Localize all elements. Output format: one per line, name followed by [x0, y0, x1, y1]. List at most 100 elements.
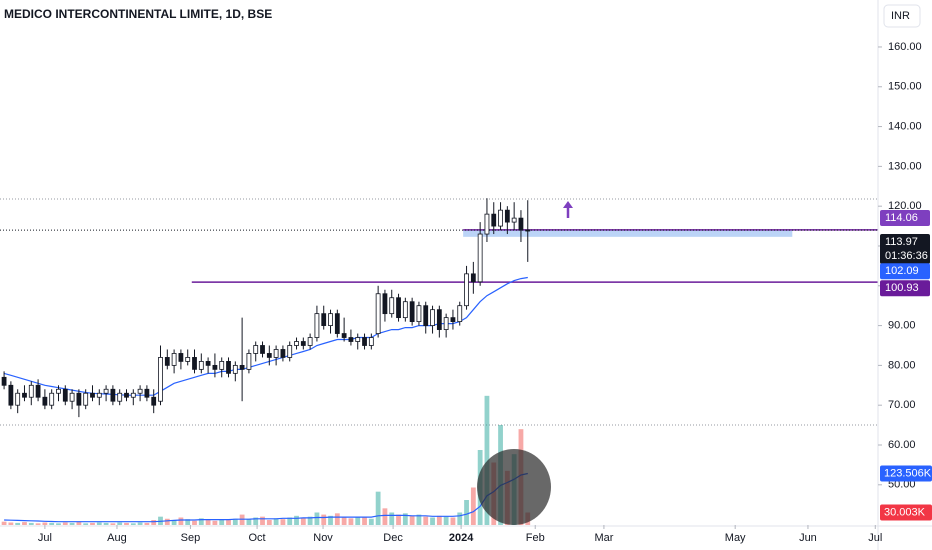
candle-body [171, 353, 177, 366]
y-tick-label: 50.00 [888, 479, 916, 491]
currency-button[interactable] [883, 4, 921, 28]
candle-body [287, 345, 293, 358]
volume-bar [484, 395, 490, 525]
volume-bar [328, 515, 333, 525]
candle-body [368, 337, 374, 346]
x-tick-label: Mar [594, 532, 613, 544]
candle-body [62, 388, 68, 402]
candle-body [355, 337, 361, 342]
highlight-circle [477, 449, 551, 525]
volume-bar [457, 512, 463, 525]
volume-bar [62, 522, 68, 525]
candle-body [430, 309, 435, 326]
volume-bar [42, 522, 48, 525]
candle-body [226, 361, 231, 374]
price-badge-label: 114.06 [885, 212, 918, 224]
x-tick-label: Feb [526, 532, 545, 544]
volume-bar [389, 512, 395, 525]
candle-body [1, 376, 7, 386]
candle-body [164, 357, 170, 366]
volume-bar [83, 523, 89, 525]
candle-body [28, 384, 34, 398]
volume-bar [300, 518, 306, 525]
volume-bar [232, 518, 238, 525]
candle-body [464, 273, 469, 307]
y-tick-label: 160.00 [888, 41, 922, 53]
candle-body [232, 364, 238, 374]
volume-bar [436, 515, 442, 525]
candle-body [409, 301, 415, 323]
volume-bar [192, 520, 197, 525]
volume-bar [321, 514, 327, 525]
candle-body [307, 337, 313, 346]
candle-body [15, 392, 21, 406]
candle-body [477, 233, 483, 283]
candle-body [124, 392, 129, 398]
candle-body [246, 353, 252, 370]
candle-body [22, 392, 27, 398]
candle-body [491, 213, 497, 227]
volume-bar [56, 523, 61, 525]
volume-bar [205, 520, 211, 525]
y-tick-label: 120.00 [888, 200, 922, 212]
price-badge [880, 280, 930, 297]
candle-body [416, 305, 422, 323]
volume-bar [266, 520, 272, 525]
candle-body [389, 297, 395, 315]
y-tick-label: 60.00 [888, 439, 916, 451]
candle-body [328, 313, 333, 326]
x-tick-label: Jul [38, 532, 52, 544]
candle-body [103, 388, 109, 394]
volume-bar [185, 519, 191, 525]
volume-bar [110, 523, 116, 525]
candle-body [137, 388, 143, 394]
candle-body [423, 305, 429, 326]
candle-body [300, 341, 306, 346]
volume-bar [423, 516, 429, 525]
candle-body [382, 293, 388, 315]
currency-label[interactable]: INR [891, 10, 910, 22]
volume-bar [103, 522, 109, 525]
candle-body [260, 345, 265, 354]
y-tick-label: 70.00 [888, 399, 916, 411]
candle-body [144, 388, 150, 398]
volume-bar [151, 520, 157, 525]
y-tick-label: 150.00 [888, 81, 922, 93]
candle-body [314, 313, 320, 338]
volume-bar [402, 513, 408, 525]
candle-body [375, 293, 381, 334]
candle-body [504, 209, 510, 223]
price-badge-label: 102.09 [885, 265, 919, 277]
volume-bar [260, 516, 265, 525]
volume-bar [1, 521, 7, 525]
candle-body [56, 388, 61, 394]
volume-bar [49, 522, 55, 525]
x-tick-label: Sep [181, 532, 201, 544]
volume-bar [294, 515, 299, 525]
candle-body [498, 209, 503, 227]
candle-body [321, 313, 327, 326]
volume-ma-line [4, 472, 528, 523]
candle-body [348, 337, 354, 342]
x-tick-label: Oct [249, 532, 266, 544]
candle-body [69, 392, 75, 402]
volume-bar [443, 516, 449, 525]
zone [463, 229, 793, 237]
x-tick-label: May [725, 532, 746, 544]
candle-body [178, 353, 184, 362]
volume-bar [382, 508, 388, 525]
candle-body [76, 392, 82, 406]
volume-bar [178, 517, 184, 525]
volume-bar [273, 518, 279, 525]
volume-bar [464, 500, 469, 525]
volume-bar [314, 512, 320, 525]
volume-bar [280, 519, 286, 525]
candle-body [470, 273, 476, 283]
candle-body [443, 317, 449, 330]
candle-body [450, 317, 456, 323]
candle-body [273, 349, 279, 358]
candle-body [294, 341, 299, 346]
volume-bar [130, 523, 136, 525]
candle-body [35, 384, 41, 398]
x-tick-label: Aug [107, 532, 127, 544]
